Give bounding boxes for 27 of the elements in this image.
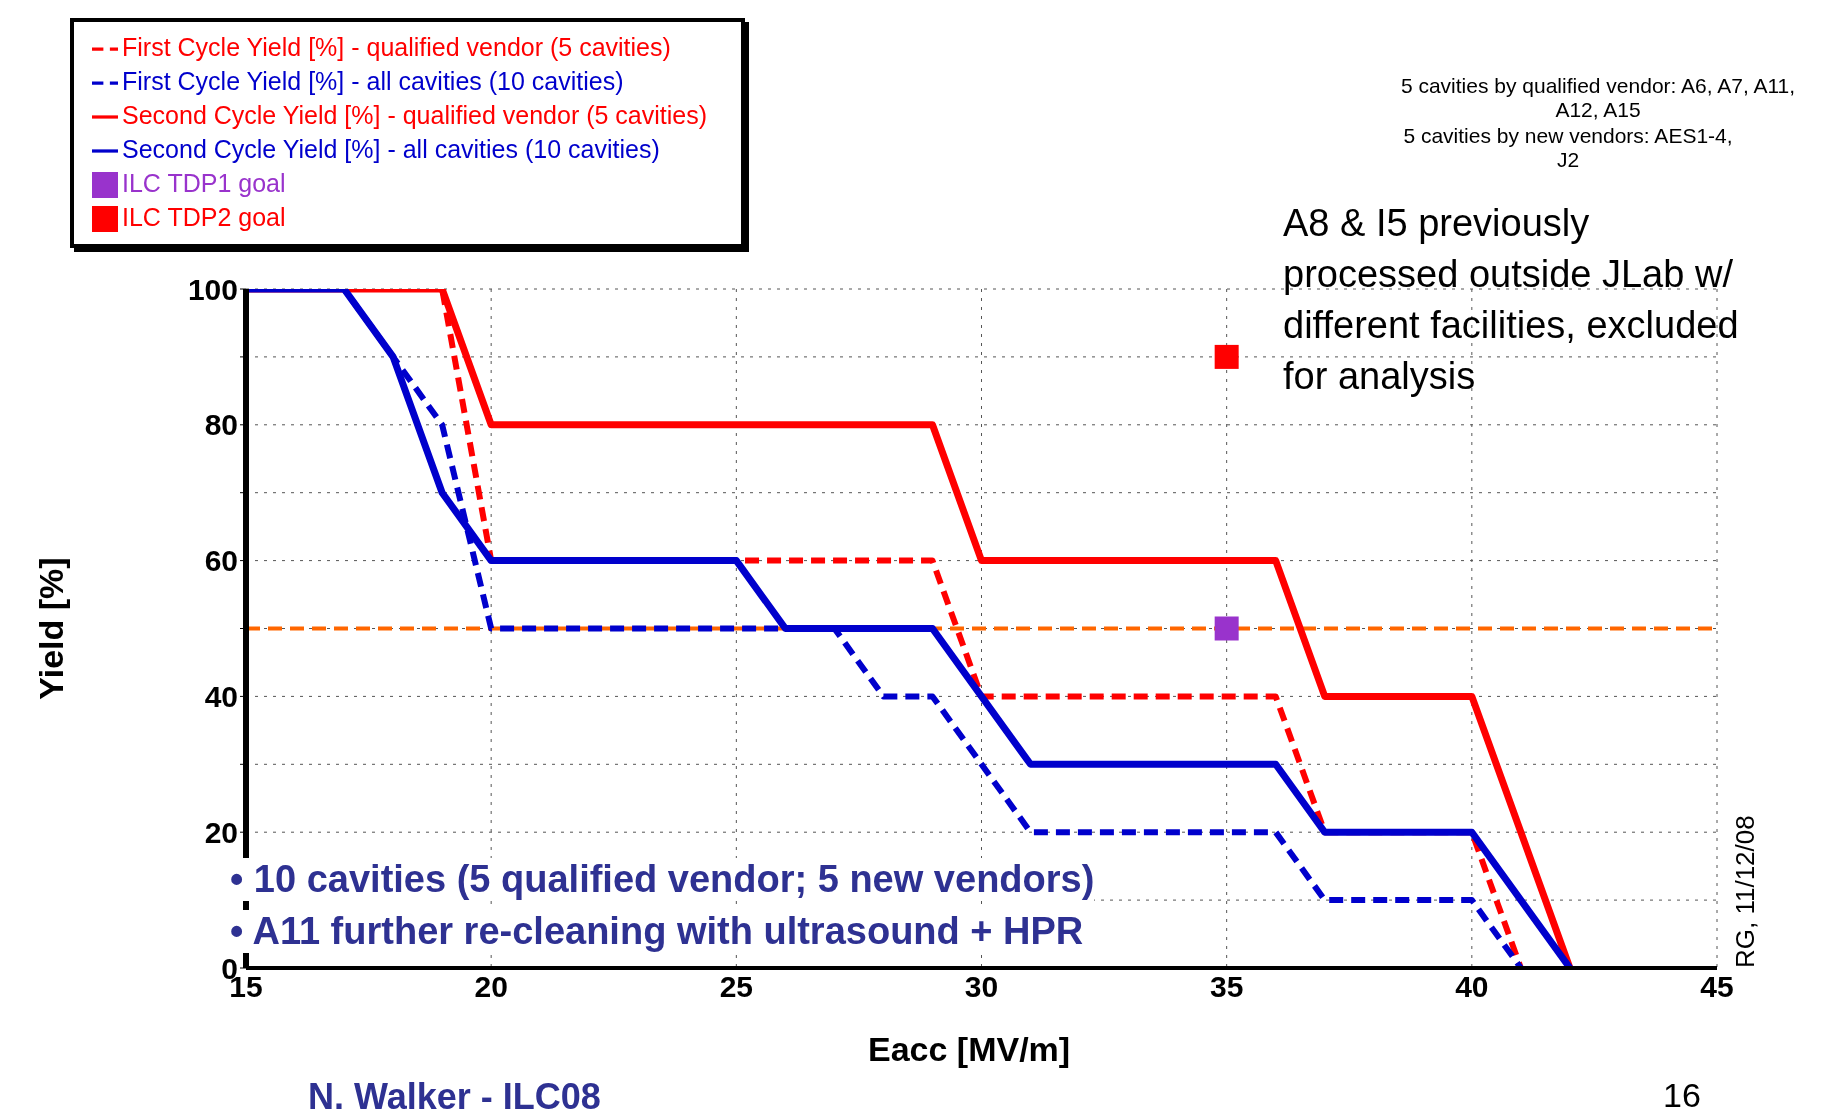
legend-label: Second Cycle Yield [%] - qualified vendor (5 cavities): [122, 101, 708, 129]
y-axis-title: Yield [%]: [32, 557, 71, 700]
x-tick-label: 25: [719, 970, 754, 1004]
legend-label: ILC TDP1 goal: [122, 169, 286, 197]
annotation: • 10 cavities (5 qualified vendor; 5 new vendors): [230, 858, 1095, 901]
x-tick-label: 30: [964, 970, 999, 1004]
text: RG, 11/12/08: [1730, 815, 1761, 968]
legend-label: First Cycle Yield [%] - all cavities (10 cavities): [122, 67, 624, 95]
annotation: • A11 further re-cleaning with ultrasound + HPR: [230, 910, 1084, 953]
y-tick-label: 80: [204, 408, 238, 442]
text: 16: [1663, 1076, 1701, 1115]
legend-label: Second Cycle Yield [%] - all cavities (10 cavities): [122, 135, 660, 163]
x-tick-label: 35: [1209, 970, 1244, 1004]
x-tick-label: 45: [1700, 970, 1734, 1004]
legend-label: ILC TDP2 goal: [122, 203, 286, 231]
text: 5 cavities by new vendors: AES1-4, J2: [1402, 124, 1734, 172]
x-axis-title: Eacc [MV/m]: [868, 1030, 1071, 1069]
annotation: A8 & I5 previously processed outside JLab w/ different facilities, excluded for analysis: [1283, 201, 1740, 399]
y-tick-label: 40: [204, 680, 238, 714]
x-tick-label: 40: [1455, 970, 1489, 1004]
y-tick-label: 60: [204, 544, 238, 578]
text: 5 cavities by qualified vendor: A6, A7, A11, A12, A15: [1399, 74, 1797, 122]
y-tick-label: 20: [204, 815, 238, 849]
y-tick-label: 100: [187, 272, 238, 306]
legend-label: First Cycle Yield [%] - qualified vendor (5 cavities): [122, 33, 671, 61]
x-tick-label: 20: [474, 970, 508, 1004]
text: N. Walker - ILC08: [308, 1076, 601, 1118]
